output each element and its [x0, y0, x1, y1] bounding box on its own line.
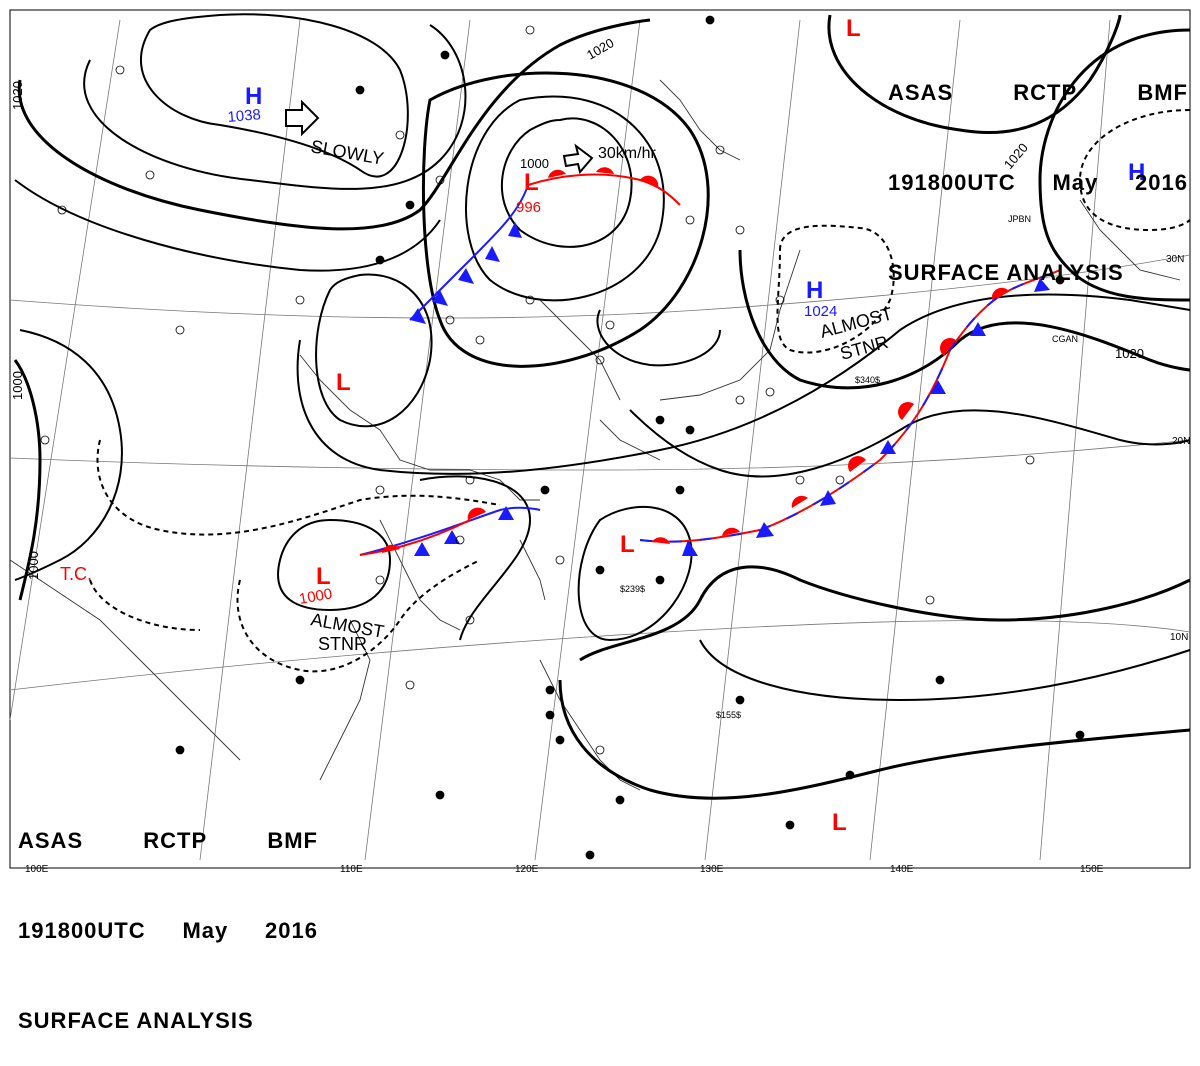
stnr-label-west-2: STNR: [318, 634, 367, 654]
station-code: $155$: [716, 710, 741, 720]
header-bottom-title: SURFACE ANALYSIS: [18, 1008, 254, 1033]
header-top-year: 2016: [1135, 170, 1188, 195]
low-center-letter: L: [316, 563, 331, 590]
header-top-month: May: [1052, 170, 1099, 195]
motion-label-speed: 30km/hr: [598, 145, 656, 162]
motion-arrows: [285, 99, 594, 175]
tc-label: T.C.: [60, 564, 92, 584]
lon-label: 110E: [340, 864, 363, 875]
isobar-label: 1000: [26, 551, 41, 580]
lon-label: 150E: [1080, 864, 1104, 875]
header-top-code: BMF: [1137, 80, 1188, 105]
header-bottom-time: 191800UTC: [18, 918, 146, 943]
isobar-label: 1020: [1115, 346, 1144, 361]
lon-label: 140E: [890, 864, 914, 875]
high-center-pressure: 1038: [227, 106, 262, 126]
high-center-pressure: 1024: [804, 303, 837, 320]
header-top-title: SURFACE ANALYSIS: [888, 260, 1124, 285]
coastlines: [9, 79, 1181, 791]
header-bottom-year: 2016: [265, 918, 318, 943]
analysis-header-top: ASAS RCTP BMF 191800UTC May 2016 SURFACE…: [888, 18, 1188, 318]
isobar-label: 1000: [10, 371, 25, 400]
header-bottom-station: RCTP: [143, 828, 208, 853]
station-code: $340$: [855, 375, 880, 385]
lat-label: 30N: [1166, 254, 1184, 265]
header-bottom-month: May: [182, 918, 229, 943]
low-center-letter: L: [846, 15, 861, 42]
high-center-letter: H: [806, 277, 823, 304]
dashed-isobars: [89, 109, 1191, 673]
low-center-letter: L: [832, 809, 847, 836]
header-top-station: RCTP: [1013, 80, 1078, 105]
station-code: CGAN: [1052, 334, 1078, 344]
high-center-letter: H: [245, 83, 262, 110]
warm-front-semicircles: [382, 167, 1008, 553]
lon-label: 130E: [700, 864, 724, 875]
station-plots: [40, 15, 1085, 860]
header-top-time: 191800UTC: [888, 170, 1016, 195]
isobar-label: 1020: [10, 81, 25, 110]
low-center-pressure: 996: [516, 199, 541, 216]
low-center-letter: L: [336, 369, 351, 396]
low-center-letter: L: [524, 169, 539, 196]
graticule-labels: 30N 20N 10N 100E 110E 120E 130E 140E 150…: [25, 254, 1190, 875]
lat-label: 20N: [1172, 436, 1190, 447]
isobars: [13, 13, 1191, 800]
lon-label: 100E: [25, 864, 49, 875]
station-code: JPBN: [1008, 214, 1031, 224]
header-bottom-code: BMF: [267, 828, 318, 853]
station-codes: JPBN CGAN $340$ $155$ $239$: [620, 214, 1078, 720]
isobar-label: 1000: [520, 156, 549, 171]
analysis-header-bottom: ASAS RCTP BMF 191800UTC May 2016 SURFACE…: [18, 766, 318, 1066]
graticule: [9, 19, 1191, 861]
low-center-letter: L: [620, 531, 635, 558]
header-bottom-agency: ASAS: [18, 828, 84, 853]
cold-front-triangles: [410, 222, 1050, 556]
lon-label: 120E: [515, 864, 539, 875]
header-top-agency: ASAS: [888, 80, 954, 105]
high-center-letter: H: [1128, 159, 1145, 186]
lat-label: 10N: [1170, 632, 1188, 643]
station-code: $239$: [620, 584, 645, 594]
fronts: [359, 173, 1061, 556]
low-center-pressure: 1000: [298, 585, 334, 608]
